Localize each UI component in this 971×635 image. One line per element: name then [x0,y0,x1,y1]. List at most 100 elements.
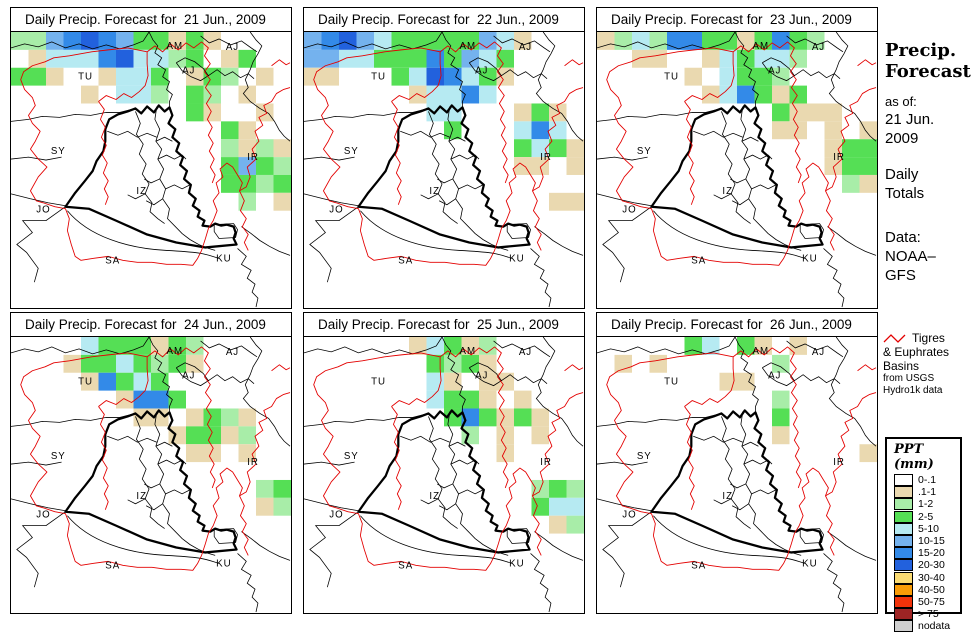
map-label-aj: AJ [182,371,195,382]
legend-label: .1-1 [918,486,937,499]
map-label-sa: SA [105,560,120,571]
figure-title-line2: Forecast [885,61,971,82]
map-label-jo: JO [329,205,343,216]
map-frame: AM AJ AJ TU SY IR IZ JO SA KU [596,32,878,309]
legend-entry: 40-50 [887,583,960,596]
legend-entry: 20-30 [887,559,960,572]
precip-cells [304,32,584,211]
map-label-iz: IZ [429,186,440,197]
data-source-line2: GFS [885,267,916,284]
data-label: Data: [885,229,921,246]
legend-swatch [894,498,913,511]
map-label-am: AM [167,346,184,357]
legend-label: 15-20 [918,547,945,560]
data-source-line1: NOAA– [885,248,936,265]
legend-label: 2-5 [918,510,934,523]
basin-zigzag-icon [883,334,906,343]
map-label-iz: IZ [429,491,440,502]
legend-swatch [894,608,913,621]
basins-note-line1: Tigres [912,331,945,345]
precip-map: AM AJ AJ TU SY IR IZ JO SA KU [304,32,584,308]
map-frame: AM AJ AJ TU SY IR IZ JO SA KU [303,32,585,309]
country-labels: AM AJ AJ TU SY IR IZ JO SA KU [329,41,551,267]
map-label-ir: IR [833,457,845,468]
as-of-label: as of: [885,94,917,109]
map-label-tu: TU [664,377,679,388]
legend-label: 5-10 [918,522,940,535]
basins-note-line2: & Euphrates [883,345,950,359]
map-label-am: AM [753,346,770,357]
legend-swatch [894,583,913,596]
legend-swatch [894,474,913,487]
data-source: Data: NOAA– GFS [885,228,936,285]
map-label-ku: KU [509,253,524,264]
map-label-aj: AJ [812,347,825,358]
map-label-jo: JO [622,205,636,216]
map-label-am: AM [460,346,477,357]
map-label-aj: AJ [519,347,532,358]
legend-swatch [894,571,913,584]
legend-label: 40-50 [918,583,945,596]
legend-swatch [894,522,913,535]
panel-title: Daily Precip. Forecast for 21 Jun., 2009 [10,7,292,32]
legend-entry: 0-.1 [887,474,960,487]
map-label-tu: TU [371,377,386,388]
legend-label: 1-2 [918,498,934,511]
map-label-iz: IZ [722,186,733,197]
figure-title-line1: Precip. [885,40,957,61]
figure-title: Precip. Forecast [885,40,971,82]
forecast-panel-4: Daily Precip. Forecast for 24 Jun., 2009… [10,312,292,614]
country-labels: AM AJ AJ TU SY IR IZ JO SA KU [622,41,844,267]
legend-label: > 75 [918,608,939,621]
map-label-ir: IR [540,457,552,468]
panel-title: Daily Precip. Forecast for 25 Jun., 2009 [303,312,585,337]
precip-cells [63,337,291,516]
precip-cells [614,337,877,463]
legend-entry: 15-20 [887,547,960,560]
map-label-ku: KU [509,558,524,569]
map-label-sy: SY [637,451,652,462]
map-label-aj: AJ [812,42,825,53]
as-of-date-line1: 21 Jun. [885,111,935,128]
basins-note-line4: from USGS [883,373,935,384]
map-label-aj: AJ [475,66,488,77]
precip-map: AM AJ AJ TU SY IR IZ JO SA KU [11,32,291,308]
map-frame: AM AJ AJ TU SY IR IZ JO SA KU [596,337,878,614]
map-label-ir: IR [247,152,259,163]
forecast-panel-3: Daily Precip. Forecast for 23 Jun., 2009… [596,7,878,309]
map-label-sy: SY [51,451,66,462]
map-label-sy: SY [637,146,652,157]
map-frame: AM AJ AJ TU SY IR IZ JO SA KU [10,337,292,614]
precip-cells [11,32,291,211]
map-label-iz: IZ [136,186,147,197]
legend-label: 0-.1 [918,474,937,487]
map-label-aj: AJ [475,371,488,382]
basins-note-line5: Hydro1k data [883,385,943,396]
map-label-aj: AJ [768,66,781,77]
totals-label: Daily Totals [885,165,924,203]
map-label-tu: TU [78,377,93,388]
color-legend: PPT (mm) 0-.1.1-1 1-2 2-5 5-10 10-15 15-20 20-… [885,437,962,633]
legend-label: nodata [918,620,951,633]
legend-entry: 5-10 [887,522,960,535]
map-label-sa: SA [105,255,120,266]
legend-entry: > 75 [887,608,960,621]
map-label-ir: IR [247,457,259,468]
legend-swatch [894,559,913,572]
map-label-am: AM [460,41,477,52]
map-label-iz: IZ [136,491,147,502]
as-of-date-line2: 2009 [885,130,919,147]
forecast-panel-5: Daily Precip. Forecast for 25 Jun., 2009… [303,312,585,614]
forecast-panel-2: Daily Precip. Forecast for 22 Jun., 2009… [303,7,585,309]
country-labels: AM AJ AJ TU SY IR IZ JO SA KU [36,346,259,572]
basins-note: Tigres & Euphrates Basins from USGS Hydr… [883,331,949,397]
precip-map: AM AJ AJ TU SY IR IZ JO SA KU [597,32,877,308]
map-label-aj: AJ [182,66,195,77]
legend-entry: 10-15 [887,535,960,548]
legend-swatch [894,510,913,523]
map-frame: AM AJ AJ TU SY IR IZ JO SA KU [303,337,585,614]
legend-rows: 0-.1.1-1 1-2 2-5 5-10 10-15 15-20 20-30 30-40 40… [887,474,960,633]
legend-entry: 50-75 [887,595,960,608]
map-label-aj: AJ [226,42,239,53]
legend-swatch [894,547,913,560]
